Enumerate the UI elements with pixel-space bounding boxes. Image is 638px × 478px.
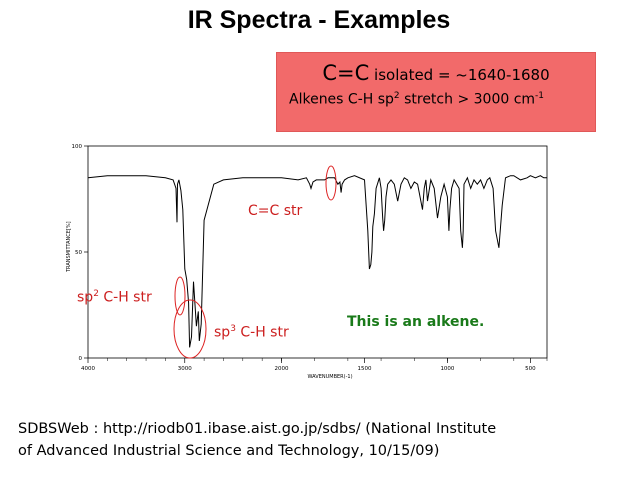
y-tick-label: 0 [79,356,83,362]
callout-line-2: Alkenes C-H sp2 stretch > 3000 cm-1 [289,91,544,108]
source-citation: SDBSWeb : http://riodb01.ibase.aist.go.j… [18,418,628,462]
sp2-highlight-ellipse [174,276,186,316]
callout-l2-sup2: -1 [535,91,545,101]
callout-l2-b: stretch > 3000 cm [399,91,536,108]
sp2-label-post: C-H str [98,289,152,306]
sp2-ch-label: sp2 C-H str [77,289,152,306]
x-tick-label: 500 [525,366,536,372]
x-tick-label: 1500 [357,366,371,372]
cc-str-label: C=C str [248,203,303,219]
spectrum-trace [87,175,547,348]
callout-box: C=C isolated = ~1640-1680 Alkenes C-H sp… [276,52,596,132]
sp3-highlight-ellipse [173,299,207,359]
sp3-ch-label: sp3 C-H str [214,324,289,341]
sp3-label-sup: 3 [230,324,236,334]
callout-cc: C=C [322,61,370,85]
alkene-conclusion: This is an alkene. [347,314,485,330]
cc-highlight-ellipse [325,165,337,201]
ir-spectrum-chart: 4000 3000 2000 1500 1000 500 0 50 100 TRANSMITTA… [66,144,548,380]
sp2-label-pre: sp [77,289,94,306]
sp3-label-post: C-H str [235,324,289,341]
callout-isolated-range: isolated = ~1640-1680 [369,66,550,84]
x-tick-label: 2000 [275,366,289,372]
y-axis-label: TRANSMITTANCE[%] [66,221,72,273]
x-tick-label: 4000 [81,366,95,372]
slide-title: IR Spectra - Examples [187,6,451,34]
x-axis-label: WAVENUMBER(-1) [308,374,353,380]
y-tick-label: 100 [72,144,83,150]
source-line-2: of Advanced Industrial Science and Techn… [18,443,440,459]
y-tick-label: 50 [75,250,82,256]
x-tick-label: 3000 [178,366,192,372]
callout-l2-a: Alkenes C-H sp [289,91,394,108]
sp2-label-sup: 2 [93,289,99,299]
callout-line-1: C=C isolated = ~1640-1680 [277,61,595,85]
sp3-label-pre: sp [214,324,231,341]
source-line-1: SDBSWeb : http://riodb01.ibase.aist.go.j… [18,421,497,437]
callout-l2-sup: 2 [393,91,400,101]
x-tick-label: 1000 [440,366,454,372]
